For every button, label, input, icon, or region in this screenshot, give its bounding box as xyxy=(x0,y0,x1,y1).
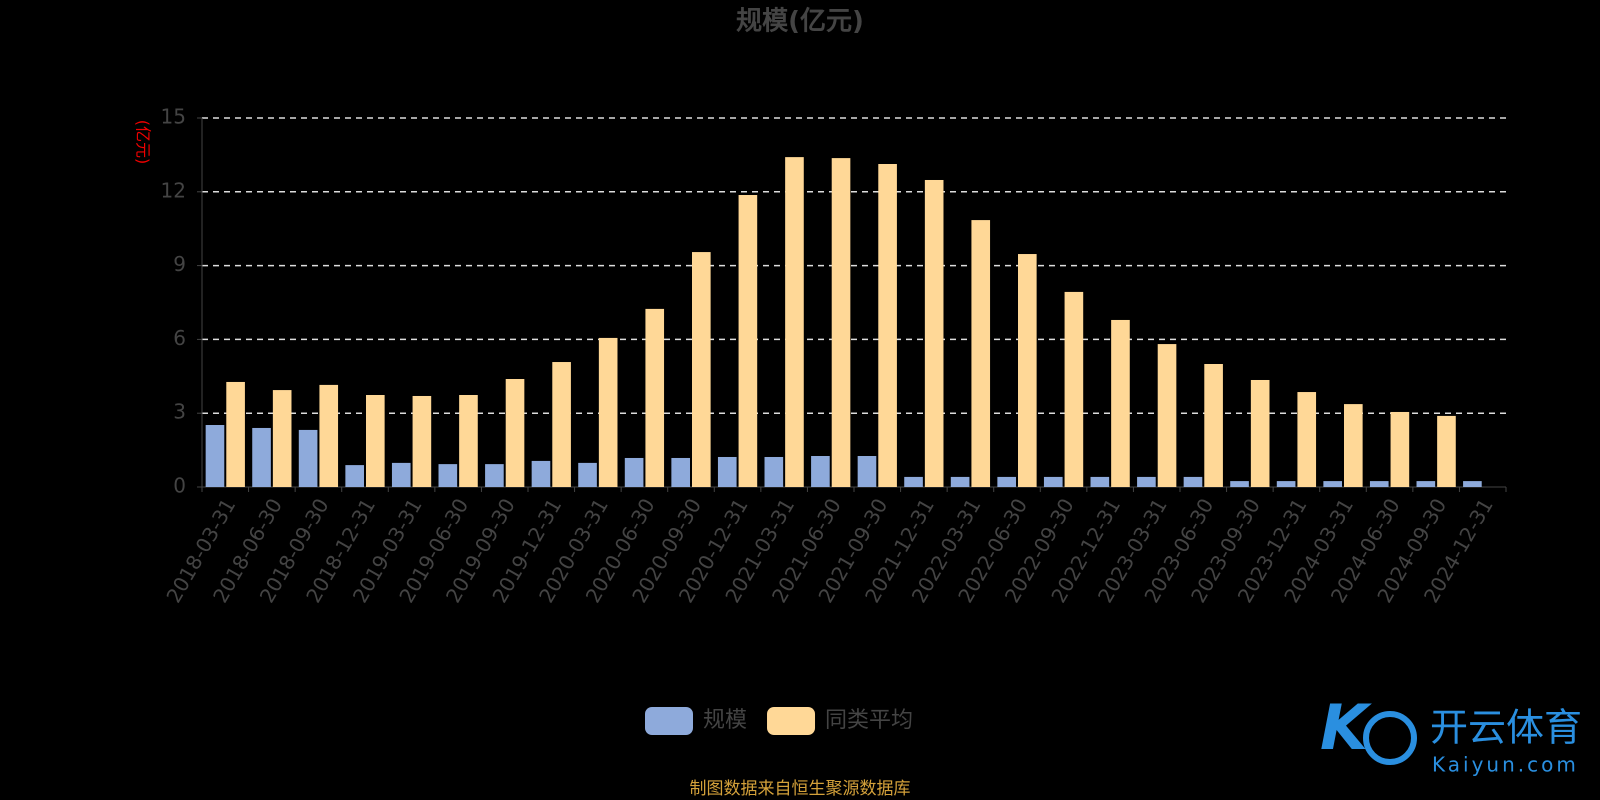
bar xyxy=(1157,344,1177,487)
legend-swatch xyxy=(645,707,693,735)
bar xyxy=(552,362,571,487)
bar xyxy=(904,476,923,487)
bar xyxy=(738,194,758,488)
bar xyxy=(252,427,271,487)
bar xyxy=(391,462,411,487)
bar xyxy=(950,476,970,487)
bar xyxy=(226,381,245,487)
bar xyxy=(924,179,944,487)
bar xyxy=(531,460,551,487)
bar xyxy=(971,220,991,487)
bar xyxy=(1323,481,1342,487)
legend-label: 规模 xyxy=(703,708,747,733)
watermark-site: Kaiyun.com xyxy=(1432,753,1579,777)
bar xyxy=(319,384,339,487)
bar xyxy=(505,379,525,487)
source-note: 制图数据来自恒生聚源数据库 xyxy=(690,779,911,799)
legend-label: 同类平均 xyxy=(825,708,913,733)
y-tick-label: 9 xyxy=(173,252,186,276)
bar xyxy=(1437,415,1456,487)
bar xyxy=(1204,364,1223,487)
bar xyxy=(1018,254,1037,487)
bar xyxy=(785,157,804,487)
bar xyxy=(1064,291,1084,487)
y-tick-label: 12 xyxy=(161,178,186,202)
bar xyxy=(1111,319,1130,487)
bar xyxy=(811,456,830,487)
logo-ring xyxy=(1363,711,1417,765)
y-tick-label: 15 xyxy=(161,105,186,129)
bar xyxy=(1297,392,1317,487)
bar xyxy=(412,395,432,487)
y-tick-label: 0 xyxy=(173,474,186,498)
bar xyxy=(671,457,690,487)
bar xyxy=(345,465,364,487)
bar xyxy=(717,456,737,487)
bar xyxy=(878,164,897,487)
bar xyxy=(1043,476,1063,487)
bar xyxy=(598,337,618,487)
bar xyxy=(272,390,292,487)
bar xyxy=(459,394,478,487)
logo-k: K xyxy=(1320,691,1372,764)
bar xyxy=(692,252,711,487)
y-tick-label: 3 xyxy=(173,400,186,424)
bar xyxy=(831,158,851,487)
legend-swatch xyxy=(767,707,816,735)
bar xyxy=(366,394,385,487)
bar xyxy=(578,462,597,487)
y-axis-label: (亿元) xyxy=(134,120,153,165)
bar xyxy=(1276,481,1296,487)
bar xyxy=(1416,481,1436,487)
watermark-brand: 开云体育 xyxy=(1430,706,1582,750)
bar xyxy=(1183,476,1203,487)
bar xyxy=(997,476,1016,487)
bar xyxy=(764,456,784,487)
bar xyxy=(857,456,877,487)
chart-title: 规模(亿元) xyxy=(736,7,864,37)
bar xyxy=(1390,411,1410,487)
bar xyxy=(1344,404,1363,487)
bar xyxy=(1250,379,1270,487)
bar xyxy=(645,308,665,487)
bar xyxy=(1137,476,1156,487)
bar xyxy=(205,425,225,487)
bar xyxy=(438,464,458,487)
bar xyxy=(1369,481,1389,487)
bar xyxy=(298,429,318,487)
bar xyxy=(624,457,644,487)
bar xyxy=(485,464,504,487)
y-tick-label: 6 xyxy=(173,326,186,350)
watermark: K 开云体育 Kaiyun.com xyxy=(1320,691,1582,776)
bar xyxy=(1230,481,1249,487)
bar xyxy=(1090,476,1110,487)
bar xyxy=(1463,481,1482,487)
